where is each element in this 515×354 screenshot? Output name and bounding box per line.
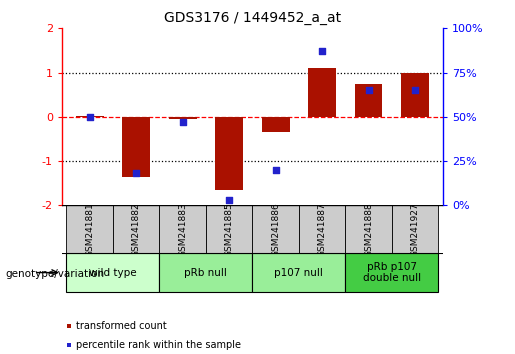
- Text: wild type: wild type: [89, 268, 137, 278]
- Bar: [66, 253, 160, 292]
- Text: genotype/variation: genotype/variation: [5, 269, 104, 279]
- Bar: [308, 68, 336, 117]
- Title: GDS3176 / 1449452_a_at: GDS3176 / 1449452_a_at: [164, 11, 341, 24]
- Bar: [215, 117, 243, 190]
- Bar: [252, 253, 345, 292]
- Point: [179, 119, 187, 125]
- Bar: [401, 73, 429, 117]
- Text: GSM241887: GSM241887: [318, 202, 327, 257]
- Text: GSM241881: GSM241881: [85, 202, 94, 257]
- Text: p107 null: p107 null: [274, 268, 323, 278]
- Bar: [169, 117, 197, 119]
- Text: GSM241885: GSM241885: [225, 202, 234, 257]
- Point: [225, 197, 233, 203]
- Bar: [299, 205, 345, 253]
- Bar: [392, 205, 438, 253]
- Text: GSM241882: GSM241882: [132, 202, 141, 257]
- Bar: [345, 205, 392, 253]
- Text: GSM241888: GSM241888: [364, 202, 373, 257]
- Point: [318, 48, 326, 54]
- Point: [85, 114, 94, 120]
- Point: [365, 87, 373, 93]
- Bar: [122, 117, 150, 177]
- Text: pRb p107
double null: pRb p107 double null: [363, 262, 421, 284]
- Text: GSM241927: GSM241927: [410, 202, 420, 257]
- Text: pRb null: pRb null: [184, 268, 227, 278]
- Text: percentile rank within the sample: percentile rank within the sample: [76, 340, 242, 350]
- Bar: [160, 205, 206, 253]
- Point: [411, 87, 419, 93]
- Bar: [160, 253, 252, 292]
- Point: [271, 167, 280, 173]
- Text: GSM241883: GSM241883: [178, 202, 187, 257]
- Bar: [76, 116, 104, 117]
- Bar: [262, 117, 289, 132]
- Bar: [206, 205, 252, 253]
- Bar: [113, 205, 160, 253]
- Point: [132, 171, 140, 176]
- Text: transformed count: transformed count: [76, 321, 167, 331]
- Text: GSM241886: GSM241886: [271, 202, 280, 257]
- Bar: [252, 205, 299, 253]
- Bar: [66, 205, 113, 253]
- Bar: [355, 84, 383, 117]
- Bar: [345, 253, 438, 292]
